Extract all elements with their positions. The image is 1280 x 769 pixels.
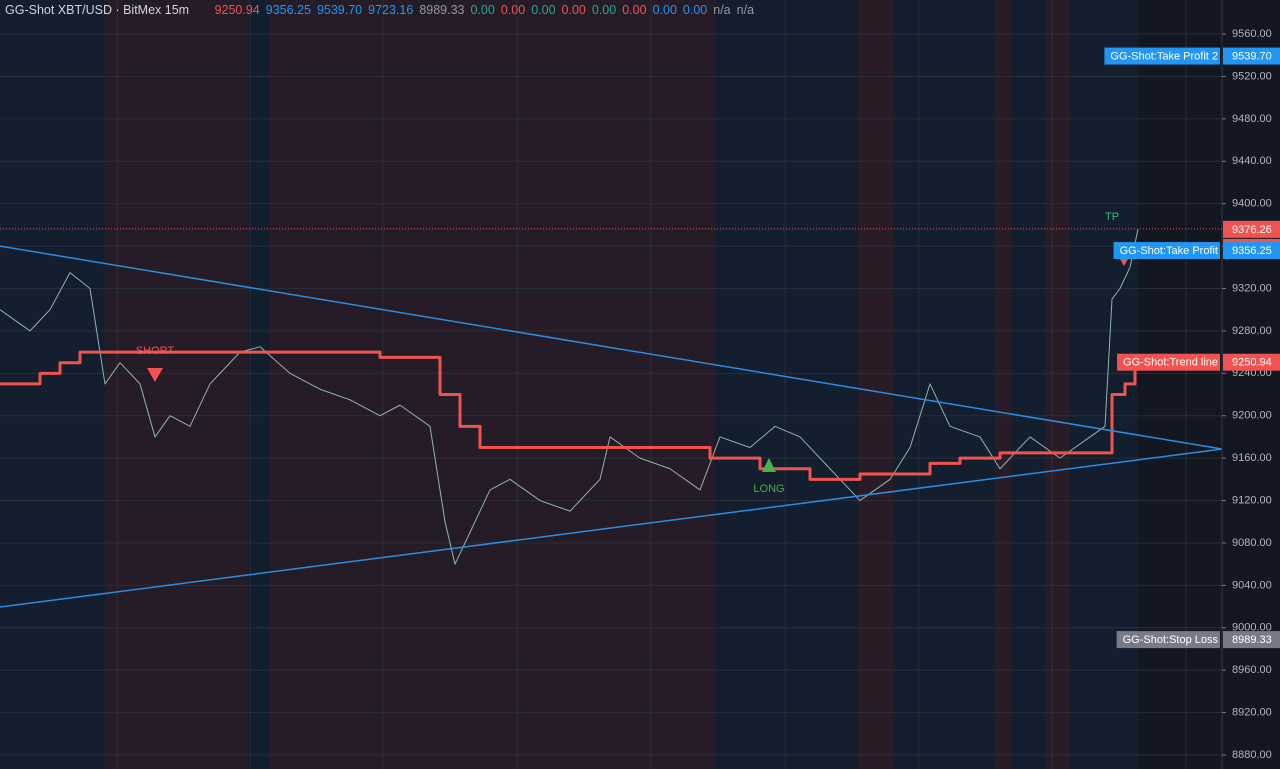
price-tag-axis-box	[1223, 631, 1280, 649]
header-value: 0.00	[501, 3, 525, 17]
price-tag-axis-box	[1223, 47, 1280, 65]
price-tag-label: GG-Shot:Stop Loss	[1123, 634, 1219, 646]
header-value: 0.00	[683, 3, 707, 17]
price-tags: 9376.2602:35GG-Shot:Take Profit 29539.70…	[0, 47, 1280, 649]
y-tick-label: 9200.00	[1232, 410, 1272, 422]
zone-short	[1045, 0, 1070, 769]
y-tick-label: 8880.00	[1232, 749, 1272, 761]
price-tag-box	[1116, 631, 1220, 649]
zone-long	[248, 0, 270, 769]
header-value: 0.00	[592, 3, 616, 17]
price-tag-value: 9250.94	[1232, 357, 1272, 369]
short-label: SHORT	[136, 345, 175, 357]
price-tag-box	[1104, 47, 1220, 65]
price-grid	[0, 33, 1222, 756]
long-label: LONG	[753, 483, 784, 495]
y-tick-label: 8960.00	[1232, 664, 1272, 676]
tp-label: TP	[1105, 211, 1119, 223]
header-value: 0.00	[653, 3, 677, 17]
header-value: n/a	[737, 3, 754, 17]
zone-short	[995, 0, 1012, 769]
series-line	[0, 350, 1137, 481]
header-value: n/a	[713, 3, 730, 17]
header-value: 9539.70	[317, 3, 362, 17]
series-line	[0, 245, 1223, 450]
header-value: 9250.94	[215, 3, 260, 17]
header-value: 0.00	[471, 3, 495, 17]
zone-none	[1138, 0, 1222, 769]
y-tick-label: 9400.00	[1232, 198, 1272, 210]
y-tick-label: 9120.00	[1232, 494, 1272, 506]
y-tick-label: 9040.00	[1232, 579, 1272, 591]
header-value: 0.00	[531, 3, 555, 17]
zone-short	[105, 0, 248, 769]
y-tick-label: 9560.00	[1232, 28, 1272, 40]
series-line	[0, 229, 1139, 565]
y-tick-label: 9280.00	[1232, 325, 1272, 337]
series	[0, 229, 1223, 608]
header-value: 9723.16	[368, 3, 413, 17]
background-zones	[0, 0, 1222, 769]
price-tag-box	[1117, 353, 1220, 371]
price-tag-axis-box	[1223, 242, 1280, 260]
header-value: 9356.25	[266, 3, 311, 17]
time-grid	[116, 0, 1187, 769]
price-axis-labels: 8880.00 8920.00 8960.00 9000.00 9040.00 9080.…	[1222, 28, 1272, 761]
y-tick-label: 9440.00	[1232, 155, 1272, 167]
y-tick-label: 9160.00	[1232, 452, 1272, 464]
series-line	[0, 448, 1223, 608]
y-tick-label: 9320.00	[1232, 282, 1272, 294]
y-tick-label: 9520.00	[1232, 70, 1272, 82]
header-value: 8989.33	[419, 3, 464, 17]
zone-short	[858, 0, 893, 769]
header-value: 0.00	[622, 3, 646, 17]
price-tag-label: GG-Shot:Take Profit 2	[1110, 50, 1218, 62]
price-tag-value: 9539.70	[1232, 50, 1272, 62]
price-tag-axis-box	[1223, 353, 1280, 371]
zone-long	[1012, 0, 1045, 769]
last-price-label: 9376.26	[1232, 224, 1272, 236]
price-tag-value: 9356.25	[1232, 245, 1272, 257]
last-price-box	[1223, 220, 1280, 238]
y-tick-label: 9080.00	[1232, 537, 1272, 549]
y-tick-label: 8920.00	[1232, 707, 1272, 719]
long-marker	[762, 458, 776, 472]
price-tag-value: 8989.33	[1232, 634, 1272, 646]
y-tick-label: 9000.00	[1232, 622, 1272, 634]
price-tag-label: GG-Shot:Take Profit	[1120, 245, 1218, 257]
zone-short	[270, 0, 715, 769]
zone-long	[893, 0, 995, 769]
short-marker	[147, 368, 163, 382]
y-tick-label: 9480.00	[1232, 113, 1272, 125]
symbol-title: GG-Shot XBT/USD · BitMex 15m	[5, 3, 189, 17]
header: GG-Shot XBT/USD · BitMex 15m 9250.94 9356…	[5, 3, 754, 17]
price-tag-label: GG-Shot:Trend line	[1123, 357, 1218, 369]
price-tag-box	[1113, 242, 1220, 260]
header-value: 0.00	[562, 3, 586, 17]
